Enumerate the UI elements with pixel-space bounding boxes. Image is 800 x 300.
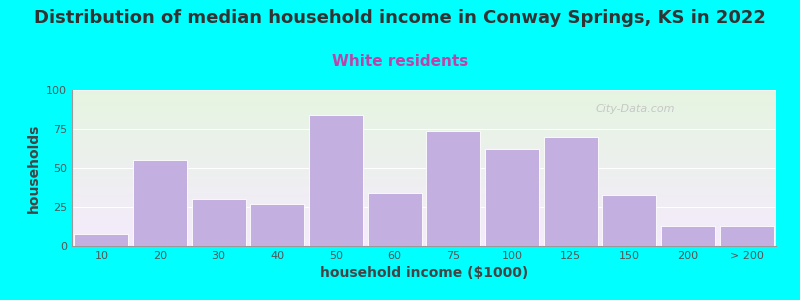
Bar <box>720 226 774 246</box>
Text: City-Data.com: City-Data.com <box>595 104 675 114</box>
Bar <box>309 115 363 246</box>
X-axis label: household income ($1000): household income ($1000) <box>320 266 528 280</box>
Bar <box>368 193 422 246</box>
Bar <box>544 137 598 246</box>
Text: Distribution of median household income in Conway Springs, KS in 2022: Distribution of median household income … <box>34 9 766 27</box>
Bar <box>426 130 480 246</box>
Bar <box>133 160 187 246</box>
Bar <box>192 199 246 246</box>
Text: White residents: White residents <box>332 54 468 69</box>
Bar <box>602 194 656 246</box>
Y-axis label: households: households <box>26 123 41 213</box>
Bar <box>250 204 304 246</box>
Bar <box>661 226 715 246</box>
Bar <box>485 149 539 246</box>
Bar <box>74 233 128 246</box>
